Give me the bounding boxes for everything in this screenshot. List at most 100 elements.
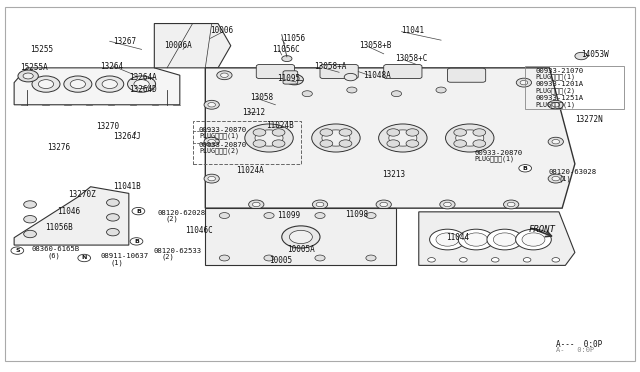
FancyBboxPatch shape [384, 64, 422, 78]
Text: 11046: 11046 [58, 207, 81, 217]
Circle shape [347, 87, 357, 93]
Circle shape [127, 76, 156, 92]
Circle shape [253, 129, 266, 136]
Circle shape [32, 76, 60, 92]
Circle shape [473, 140, 486, 147]
Text: 13212: 13212 [243, 108, 266, 118]
Circle shape [548, 137, 563, 146]
Text: 08360-6165B: 08360-6165B [32, 246, 80, 252]
Text: B: B [136, 209, 141, 214]
Circle shape [516, 78, 532, 87]
Circle shape [552, 258, 559, 262]
Text: 13058+C: 13058+C [395, 54, 428, 63]
Circle shape [11, 247, 24, 254]
Text: 13264J: 13264J [113, 132, 141, 141]
FancyBboxPatch shape [447, 68, 486, 82]
Circle shape [272, 140, 285, 147]
Circle shape [392, 91, 401, 97]
Text: (6): (6) [47, 252, 60, 259]
Circle shape [460, 258, 467, 262]
Text: 11041: 11041 [401, 26, 425, 35]
Circle shape [389, 67, 404, 76]
Text: 11056C: 11056C [272, 45, 300, 54]
Polygon shape [419, 212, 575, 265]
Circle shape [24, 230, 36, 238]
Text: 08911-10637: 08911-10637 [100, 253, 148, 259]
Text: PLUGプラグ(1): PLUGプラグ(1) [474, 156, 514, 162]
Circle shape [315, 255, 325, 261]
Circle shape [376, 200, 392, 209]
Polygon shape [205, 208, 396, 265]
Circle shape [106, 228, 119, 236]
Text: (2): (2) [166, 215, 179, 222]
Text: 13272N: 13272N [575, 115, 603, 124]
Circle shape [217, 71, 232, 80]
Circle shape [320, 140, 333, 147]
Circle shape [24, 201, 36, 208]
Circle shape [315, 212, 325, 218]
Polygon shape [14, 68, 180, 105]
Bar [193, 121, 301, 164]
Text: 11041B: 11041B [113, 182, 141, 191]
Circle shape [106, 199, 119, 206]
Text: 00933-20870: 00933-20870 [199, 127, 247, 133]
FancyBboxPatch shape [320, 64, 358, 78]
Circle shape [548, 100, 563, 109]
Polygon shape [205, 68, 575, 208]
Circle shape [302, 91, 312, 97]
Circle shape [282, 226, 320, 248]
Circle shape [208, 140, 216, 144]
FancyBboxPatch shape [256, 64, 294, 78]
Circle shape [429, 229, 465, 250]
Circle shape [454, 129, 467, 136]
Circle shape [366, 212, 376, 218]
Circle shape [552, 176, 559, 181]
Text: 11098: 11098 [346, 210, 369, 219]
Text: 13264A: 13264A [129, 73, 157, 81]
Circle shape [64, 76, 92, 92]
Circle shape [70, 80, 86, 89]
Circle shape [524, 258, 531, 262]
Text: 13058+A: 13058+A [314, 62, 346, 71]
Circle shape [436, 87, 446, 93]
Circle shape [516, 229, 551, 250]
Circle shape [134, 80, 149, 89]
Text: 13058: 13058 [250, 93, 273, 102]
Circle shape [261, 67, 276, 76]
Text: 13267: 13267 [113, 37, 136, 46]
Text: 00933-20870: 00933-20870 [199, 142, 247, 148]
Circle shape [204, 100, 220, 109]
Text: A-   0:0P: A- 0:0P [556, 347, 594, 353]
Circle shape [456, 73, 464, 77]
Circle shape [552, 140, 559, 144]
Text: 11048A: 11048A [364, 71, 391, 80]
Circle shape [454, 140, 467, 147]
Text: (1): (1) [559, 175, 572, 182]
Circle shape [245, 124, 293, 152]
Text: 11024B: 11024B [266, 121, 294, 130]
Circle shape [366, 255, 376, 261]
Circle shape [220, 212, 230, 218]
Circle shape [406, 129, 419, 136]
Circle shape [493, 233, 516, 246]
Circle shape [102, 80, 117, 89]
Bar [525, 65, 624, 109]
Circle shape [282, 56, 292, 62]
Circle shape [96, 76, 124, 92]
FancyBboxPatch shape [283, 71, 298, 84]
Circle shape [575, 52, 588, 60]
Text: 13213: 13213 [383, 170, 406, 179]
Circle shape [504, 200, 519, 209]
Circle shape [18, 70, 38, 82]
Circle shape [272, 129, 285, 136]
Text: 08120-62533: 08120-62533 [153, 248, 201, 254]
Circle shape [552, 103, 559, 107]
Circle shape [285, 74, 303, 85]
Circle shape [130, 238, 143, 245]
Text: 10005A: 10005A [287, 245, 315, 254]
Text: A---  0:0P: A--- 0:0P [556, 340, 602, 349]
Text: PLUGプラグ(1): PLUGプラグ(1) [199, 133, 239, 140]
Circle shape [253, 140, 266, 147]
Circle shape [78, 254, 91, 262]
Circle shape [487, 229, 523, 250]
